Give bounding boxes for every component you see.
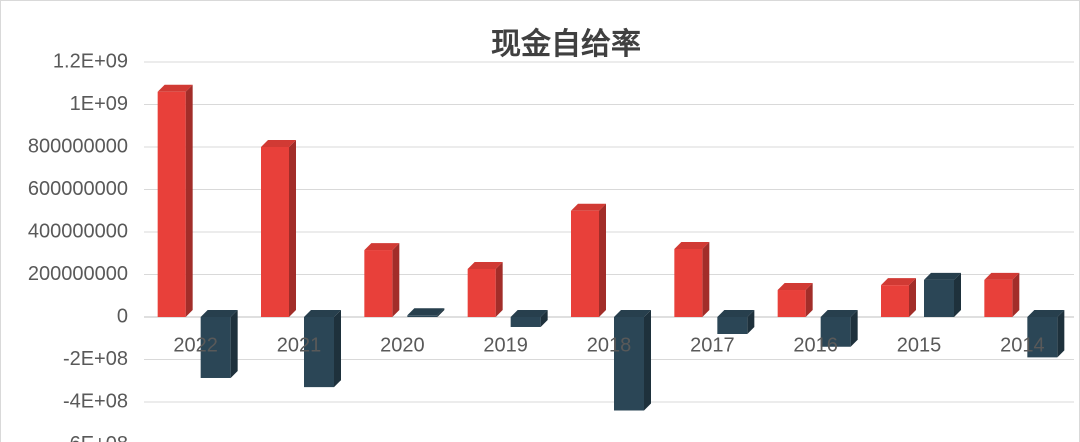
- bar-side: [230, 310, 238, 378]
- bar-top: [674, 242, 710, 249]
- y-tick-label: -2E+08: [63, 348, 128, 370]
- bar: [924, 279, 954, 317]
- x-tick-label: 2014: [1000, 334, 1045, 356]
- bar-side: [185, 84, 193, 317]
- bar-top: [157, 84, 193, 92]
- bar-top: [571, 203, 606, 211]
- x-tick-label: 2021: [277, 334, 322, 356]
- bar: [304, 317, 334, 388]
- bar-top: [261, 140, 296, 147]
- y-tick-label: 600000000: [28, 178, 128, 200]
- bar-side: [334, 310, 341, 388]
- bar: [200, 317, 231, 378]
- bar: [571, 210, 599, 317]
- bar: [717, 317, 748, 334]
- bar-top: [820, 310, 858, 317]
- bar-side: [644, 310, 651, 411]
- bar: [1027, 317, 1058, 358]
- bar-top: [717, 310, 755, 317]
- bar: [984, 279, 1013, 317]
- bar: [364, 250, 393, 317]
- bar-top: [364, 243, 400, 251]
- chart-title: 现金自给率: [491, 27, 641, 61]
- y-tick-label: 200000000: [28, 263, 128, 285]
- bar: [407, 315, 438, 317]
- bar-side: [437, 308, 445, 317]
- bar-side: [1057, 310, 1065, 358]
- bar-side: [289, 140, 296, 317]
- bar-top: [924, 272, 961, 280]
- x-tick-label: 2015: [897, 334, 942, 356]
- x-tick-label: 2019: [483, 334, 528, 356]
- x-tick-label: 2018: [587, 334, 632, 356]
- y-tick-label: -4E+08: [63, 390, 128, 412]
- bar-top: [200, 310, 238, 317]
- bar: [467, 268, 496, 317]
- bar: [820, 317, 851, 347]
- bar-side: [850, 310, 858, 347]
- bar-top: [510, 310, 548, 317]
- y-tick-label: 800000000: [28, 135, 128, 157]
- y-tick-label: 1.2E+09: [53, 50, 128, 72]
- bar: [510, 317, 541, 327]
- bar: [157, 91, 186, 317]
- x-tick-label: 2022: [173, 334, 218, 356]
- bar-side: [540, 310, 548, 327]
- x-tick-label: 2016: [793, 334, 838, 356]
- bar-side: [909, 278, 916, 317]
- bar: [614, 317, 644, 411]
- x-tick-label: 2017: [690, 334, 735, 356]
- bar-top: [777, 283, 813, 291]
- bar-side: [495, 261, 503, 317]
- bar-side: [805, 283, 813, 317]
- bar: [261, 147, 289, 317]
- bar-top: [304, 310, 341, 317]
- bar-top: [467, 261, 503, 269]
- bar: [881, 285, 909, 317]
- y-tick-label: 1E+09: [70, 93, 128, 115]
- bar-side: [392, 243, 400, 317]
- y-tick-label: 400000000: [28, 220, 128, 242]
- bar-side: [747, 310, 755, 334]
- bar-top: [984, 272, 1020, 280]
- bar-side: [954, 272, 961, 317]
- bar-top: [614, 310, 651, 317]
- y-tick-label: 0: [117, 305, 128, 327]
- bar-side: [1012, 272, 1020, 317]
- bar-side: [599, 203, 606, 317]
- x-tick-label: 2020: [380, 334, 425, 356]
- bar-top: [1027, 310, 1065, 317]
- bar-top: [407, 308, 445, 316]
- bar: [777, 290, 806, 317]
- y-tick-label: -6E+08: [63, 433, 128, 442]
- bar-top: [881, 278, 916, 286]
- bar-side: [702, 242, 710, 317]
- bar: [674, 249, 703, 317]
